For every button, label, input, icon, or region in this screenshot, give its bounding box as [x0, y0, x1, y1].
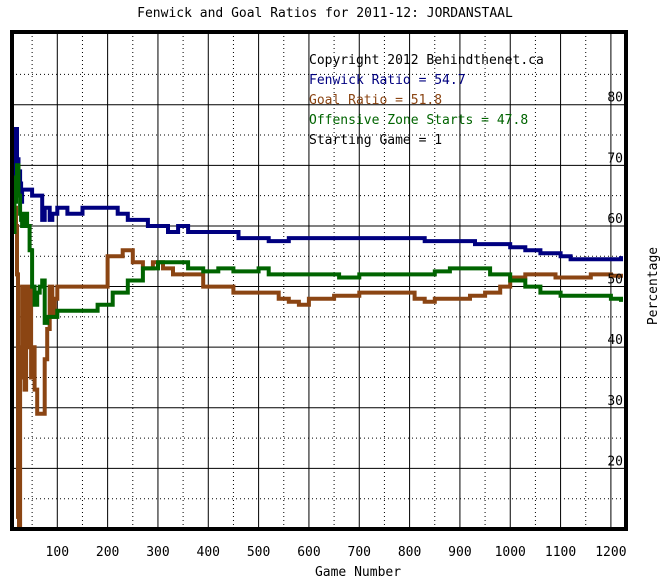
- x-tick-label: 500: [247, 545, 270, 560]
- y-tick-label: 60: [607, 212, 623, 227]
- y-tick-labels: 20 30 40 50 60 70 80: [607, 91, 623, 470]
- series-layer: [11, 127, 623, 531]
- y-tick-label: 50: [607, 273, 623, 288]
- x-tick-label: 600: [297, 545, 320, 560]
- y-tick-label: 30: [607, 394, 623, 409]
- x-tick-label: 800: [398, 545, 421, 560]
- legend-line: Fenwick Ratio = 54.7: [309, 73, 466, 88]
- x-tick-label: 100: [46, 545, 69, 560]
- series-line-1: [11, 205, 623, 531]
- legend-line: Goal Ratio = 51.8: [309, 93, 442, 108]
- x-tick-label: 700: [348, 545, 371, 560]
- y-tick-label: 20: [607, 454, 623, 469]
- legend-line: Offensive Zone Starts = 47.8: [309, 113, 528, 128]
- x-tick-label: 900: [448, 545, 471, 560]
- x-tick-label: 1100: [545, 545, 576, 560]
- legend-line: Starting Game = 1: [309, 133, 442, 148]
- y-tick-label: 70: [607, 151, 623, 166]
- y-tick-label: 80: [607, 91, 623, 106]
- x-tick-labels: 100 200 300 400 500 600 700 800 900 1000 1100 1200: [46, 545, 627, 560]
- x-tick-label: 1200: [595, 545, 626, 560]
- legend-line: Copyright 2012 Behindthenet.ca: [309, 53, 544, 68]
- x-axis-label: Game Number: [315, 565, 401, 580]
- series-line-2: [11, 163, 623, 325]
- legend: Copyright 2012 Behindthenet.ca Fenwick Ra…: [309, 53, 544, 148]
- series-line-0: [11, 127, 623, 262]
- x-tick-label: 300: [146, 545, 169, 560]
- x-tick-label: 1000: [495, 545, 526, 560]
- y-axis-label: Percentage: [646, 247, 661, 325]
- x-tick-label: 200: [96, 545, 119, 560]
- chart-title: Fenwick and Goal Ratios for 2011-12: JOR…: [137, 6, 513, 21]
- x-tick-label: 400: [197, 545, 220, 560]
- y-tick-label: 40: [607, 333, 623, 348]
- plot-frame: [10, 30, 628, 531]
